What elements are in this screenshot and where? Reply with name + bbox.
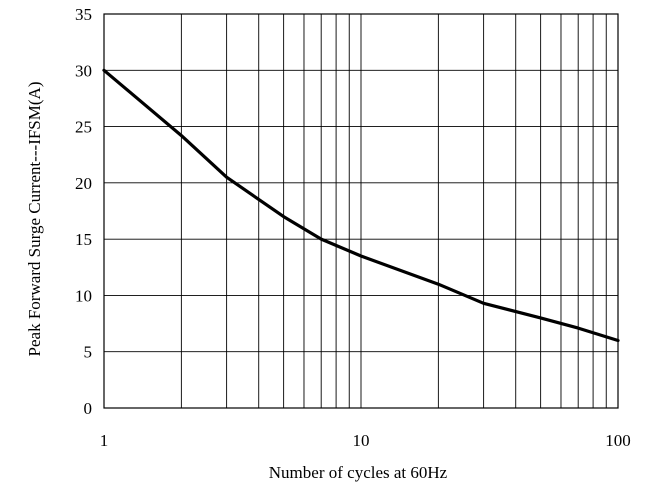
x-tick-label: 1 [100,431,109,450]
series-line [102,68,620,343]
y-axis-title: Peak Forward Surge Current---IFSM(A) [25,82,44,357]
series-group [102,68,620,343]
x-tick-labels: 1 10 100 [100,431,631,450]
y-tick-label: 20 [75,174,92,193]
y-tick-label: 30 [75,61,92,80]
grid [103,13,618,409]
y-tick-label: 0 [84,399,93,418]
y-tick-label: 15 [75,230,92,249]
y-tick-label: 25 [75,118,92,137]
x-tick-label: 10 [353,431,370,450]
x-tick-label: 100 [605,431,631,450]
x-axis-title: Number of cycles at 60Hz [269,463,448,482]
y-tick-labels: 0 5 10 15 20 25 30 35 [75,5,92,418]
y-tick-label: 5 [84,343,93,362]
y-tick-label: 35 [75,5,92,24]
plot-frame [103,13,619,409]
y-tick-label: 10 [75,286,92,305]
